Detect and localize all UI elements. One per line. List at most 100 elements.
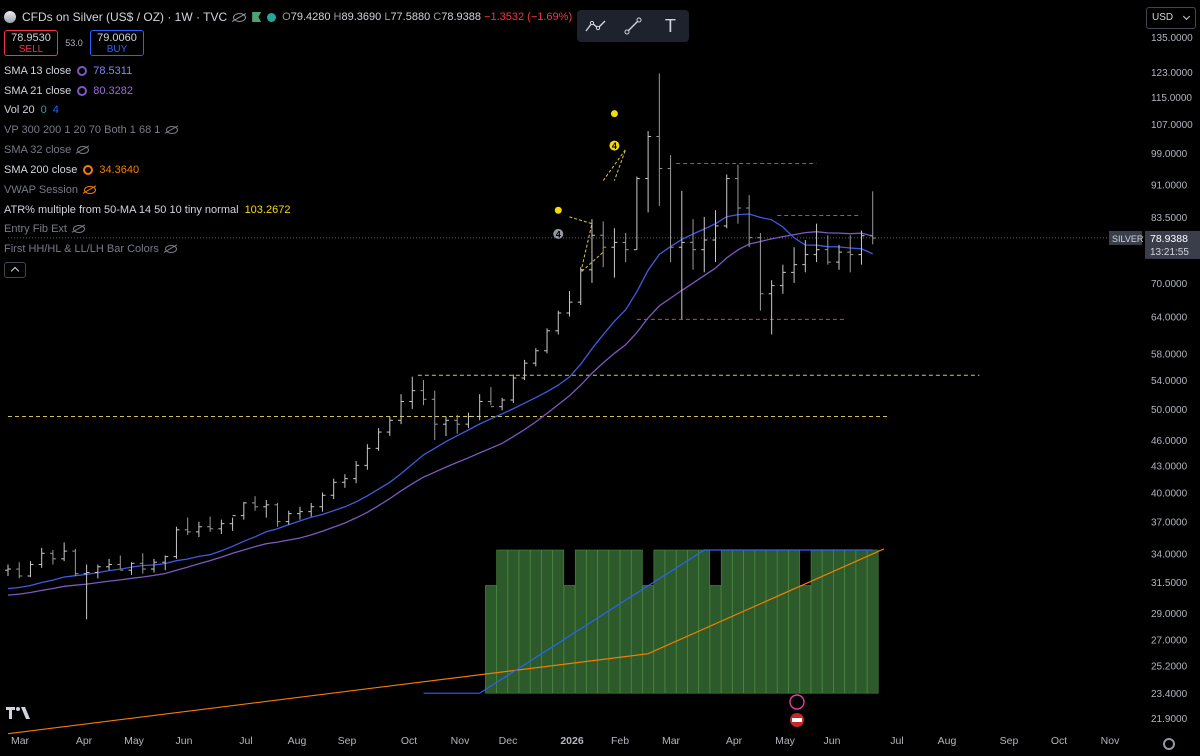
indicator-sma32[interactable]: SMA 32 close	[4, 142, 90, 158]
price-tick-label: 83.5000	[1151, 213, 1188, 224]
ohlc-bar	[678, 190, 685, 320]
volume-bar	[698, 549, 711, 694]
price-tick-label: 34.0000	[1151, 549, 1188, 560]
signal-marker-dot	[610, 110, 618, 118]
ohlc-bar	[847, 235, 854, 273]
indicator-sma21[interactable]: SMA 21 close 80.3282	[4, 85, 134, 97]
volume-bar	[754, 549, 767, 694]
time-tick-label: Apr	[726, 735, 743, 747]
ohlc-bar	[106, 558, 113, 571]
indicator-volume[interactable]: Vol 20 0 4	[4, 104, 59, 116]
volume-bar	[675, 549, 688, 694]
ohlc-bar	[622, 232, 629, 263]
collapse-legend-button[interactable]	[4, 262, 26, 278]
ohlc-bar	[128, 562, 135, 575]
ohlc-bar	[16, 562, 23, 579]
ohlc-bar	[858, 230, 865, 265]
ohlc-bar	[252, 496, 259, 511]
ohlc-bar	[824, 235, 831, 265]
ohlc-bar	[308, 502, 315, 517]
ohlc-bar	[757, 232, 764, 311]
settings-ring-icon[interactable]	[77, 66, 88, 76]
indicator-entry-fib[interactable]: Entry Fib Ext	[4, 221, 85, 237]
time-tick-label: Dec	[499, 735, 518, 747]
ohlc-bar	[723, 174, 730, 229]
fib-extension	[569, 216, 604, 274]
hide-eye-icon[interactable]	[233, 12, 247, 22]
trade-panel: 78.9530 SELL 53.0 79.0060 BUY	[4, 30, 144, 56]
ohlc-bar	[229, 515, 236, 531]
text-tool-icon[interactable]: T	[664, 15, 676, 36]
hidden-eye-icon[interactable]	[166, 126, 179, 134]
volume-bar	[552, 549, 565, 694]
countdown-timer: 13:21:55	[1150, 247, 1189, 258]
buy-button[interactable]: 79.0060 BUY	[90, 30, 144, 56]
sma13-line	[7, 213, 873, 590]
path-tool-icon[interactable]	[583, 13, 609, 39]
volume-bar	[642, 585, 654, 694]
price-tick-label: 58.0000	[1151, 349, 1188, 360]
currency-select[interactable]: USD	[1146, 7, 1196, 29]
indicator-volume-profile[interactable]: VP 300 200 1 20 70 Both 1 68 1	[4, 122, 179, 138]
price-tick-label: 29.0000	[1151, 609, 1188, 620]
time-tick-label: Sep	[338, 735, 357, 747]
signal-marker	[610, 110, 618, 118]
time-tick-label: 2026	[560, 735, 584, 747]
ohlc-bar	[162, 555, 169, 571]
ohlc-bar	[667, 155, 674, 263]
sma21-line	[7, 231, 873, 596]
chart-header: CFDs on Silver (US$ / OZ) · 1W · TVC O79…	[4, 8, 572, 26]
indicator-vwap[interactable]: VWAP Session	[4, 182, 96, 198]
settings-ring-icon[interactable]	[77, 86, 88, 96]
hidden-eye-icon[interactable]	[83, 186, 96, 194]
ohlc-bar	[712, 210, 719, 263]
price-tick-label: 70.0000	[1151, 279, 1188, 290]
hidden-eye-icon[interactable]	[77, 146, 90, 154]
ohlc-bar	[633, 176, 640, 251]
volume-bar	[855, 549, 868, 694]
indicator-bar-colors[interactable]: First HH/HL & LL/LH Bar Colors	[4, 241, 177, 257]
settings-ring-icon[interactable]	[83, 165, 94, 175]
time-tick-label: Oct	[401, 735, 417, 747]
sell-button[interactable]: 78.9530 SELL	[4, 30, 58, 56]
volume-bar	[597, 549, 609, 694]
trend-line-icon[interactable]	[620, 13, 646, 39]
ohlc-bar	[442, 416, 449, 437]
ohlc-bar	[139, 553, 146, 574]
ohlc-bar	[173, 526, 180, 559]
price-tick-label: 43.0000	[1151, 461, 1188, 472]
ohlc-readout: O79.4280 H89.3690 L77.5880 C78.9388 −1.3…	[282, 11, 573, 23]
ohlc-bar	[600, 221, 607, 268]
ohlc-bar	[49, 550, 56, 565]
ohlc-bar	[319, 492, 326, 512]
hidden-eye-icon[interactable]	[72, 225, 85, 233]
time-tick-label: Jul	[890, 735, 903, 747]
time-tick-label: Mar	[662, 735, 681, 747]
price-tick-label: 46.0000	[1151, 436, 1188, 447]
indicator-sma200[interactable]: SMA 200 close 34.3640	[4, 164, 140, 176]
volume-bar	[866, 549, 879, 694]
ohlc-bar	[207, 516, 214, 532]
volume-bar	[563, 585, 576, 694]
symbol-title[interactable]: CFDs on Silver (US$ / OZ) · 1W · TVC	[22, 10, 228, 24]
ohlc-bar	[83, 564, 90, 620]
ohlc-bar	[454, 414, 461, 434]
flag-icon[interactable]	[252, 12, 262, 22]
ohlc-bar	[465, 412, 472, 429]
hidden-eye-icon[interactable]	[164, 245, 177, 253]
ohlc-bar	[588, 219, 595, 283]
settings-gear-icon[interactable]	[1163, 738, 1175, 750]
ohlc-bar	[420, 380, 427, 406]
indicator-sma13[interactable]: SMA 13 close 78.5311	[4, 65, 133, 77]
price-tick-label: 91.0000	[1151, 181, 1188, 192]
time-axis: Mar Apr May Jun Jul Aug Sep Oct Nov Dec 2026 Feb Mar…	[11, 735, 1120, 747]
time-tick-label: Nov	[1101, 735, 1120, 747]
volume-bar	[844, 549, 857, 694]
ohlc-bar	[38, 547, 45, 568]
time-tick-label: Apr	[76, 735, 93, 747]
last-price-value: 78.9388	[1150, 233, 1188, 245]
silver-logo-icon	[4, 11, 16, 23]
time-tick-label: Mar	[11, 735, 30, 747]
indicator-atr-multiple[interactable]: ATR% multiple from 50-MA 14 50 10 tiny n…	[4, 204, 291, 216]
